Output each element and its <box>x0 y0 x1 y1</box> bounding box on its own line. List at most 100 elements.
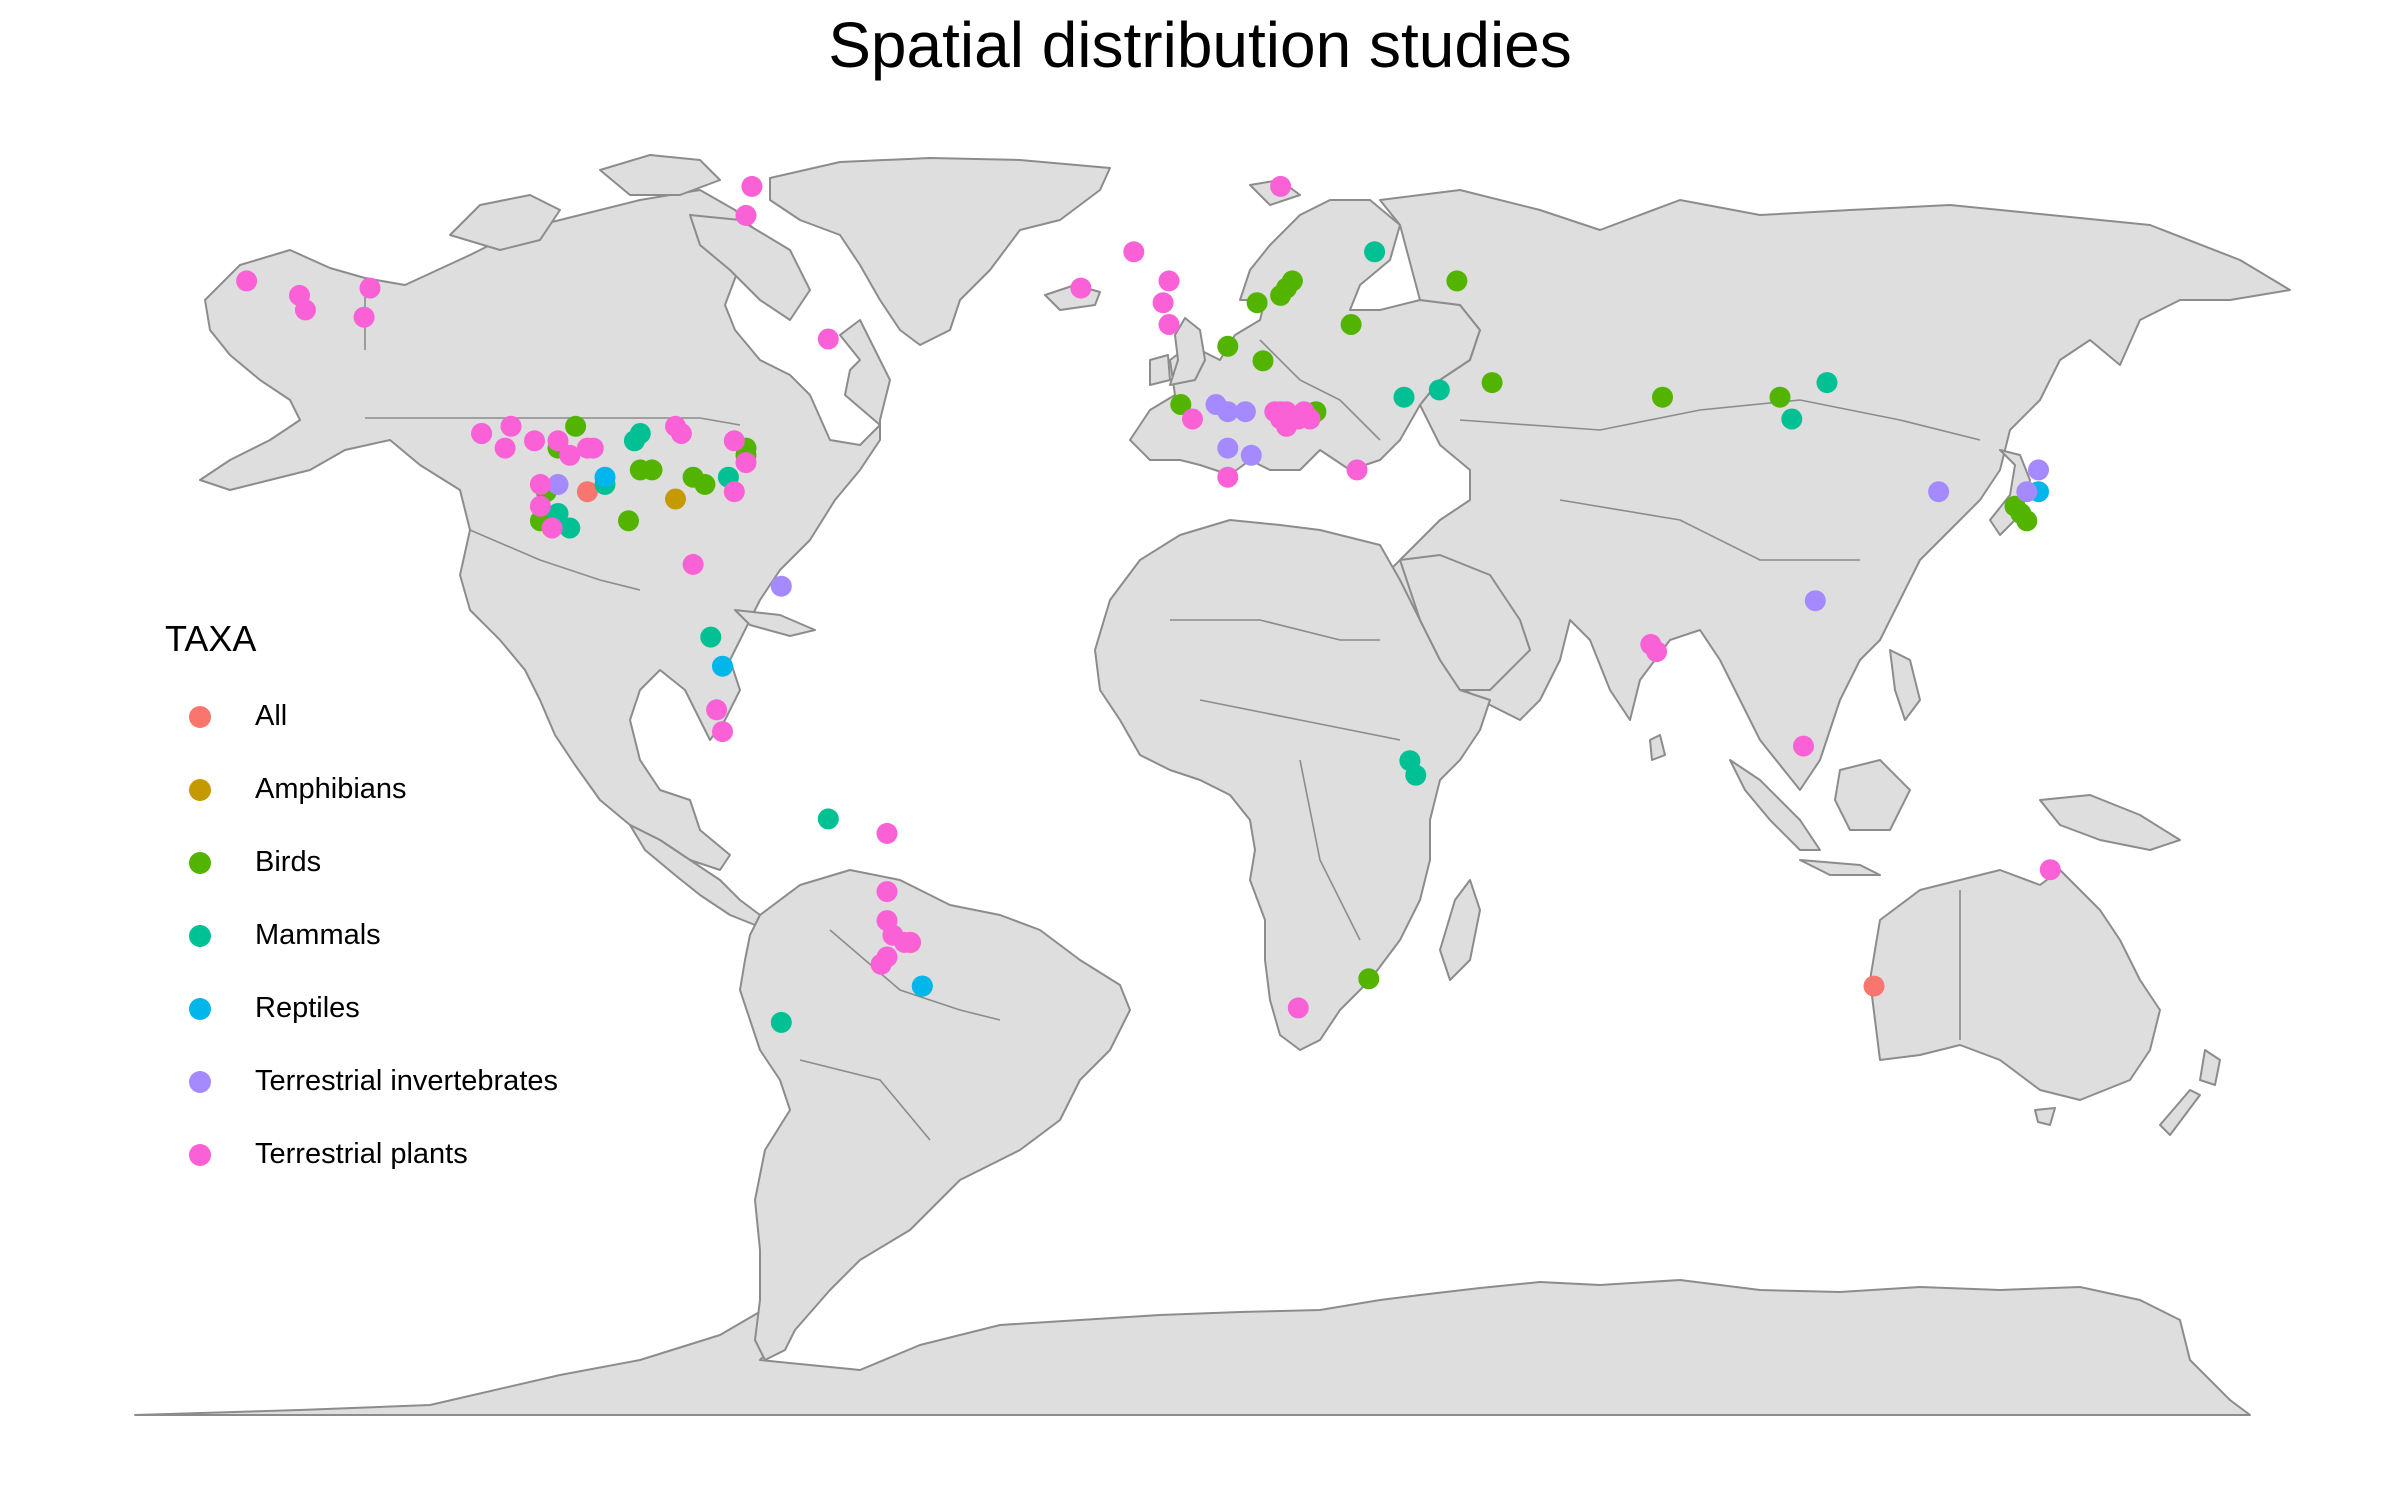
study-point <box>723 430 745 452</box>
study-point <box>541 517 563 539</box>
study-point <box>694 473 716 495</box>
study-point <box>565 415 587 437</box>
land-baffin <box>689 214 811 321</box>
study-point <box>735 452 757 474</box>
study-point <box>1405 764 1427 786</box>
study-point <box>682 553 704 575</box>
study-point <box>559 444 581 466</box>
study-point <box>741 175 763 197</box>
study-point <box>2039 859 2061 881</box>
study-point <box>1281 270 1303 292</box>
border-europe-1 <box>1259 339 1381 441</box>
study-point <box>670 423 692 444</box>
border-us-canada <box>365 417 741 426</box>
land-australia <box>1869 869 2161 1101</box>
study-point <box>471 423 493 444</box>
study-point <box>524 430 545 452</box>
study-point <box>1234 401 1256 423</box>
study-point <box>870 953 892 975</box>
land-new-zealand-north <box>2199 1049 2221 1086</box>
legend-item: Terrestrial plants <box>165 1118 558 1191</box>
study-point <box>1299 408 1321 430</box>
legend-item: All <box>165 680 558 753</box>
study-point <box>294 299 316 321</box>
legend: TAXA All Amphibians Birds Mammals Reptiles Te… <box>165 618 558 1191</box>
legend-swatch <box>189 778 211 801</box>
study-point <box>1340 314 1362 335</box>
land-greenland <box>769 157 1111 346</box>
study-point <box>582 437 604 459</box>
legend-items: All Amphibians Birds Mammals Reptiles Terrest… <box>165 680 558 1191</box>
study-point <box>1240 444 1262 466</box>
land-arabia <box>1399 554 1531 691</box>
study-point <box>1287 997 1309 1019</box>
study-point <box>594 466 616 488</box>
study-point <box>1358 968 1380 990</box>
study-point <box>1804 590 1826 612</box>
border-asia-2 <box>1559 499 1860 561</box>
study-point <box>547 430 569 452</box>
land-sumatra <box>1729 759 1821 851</box>
land-arctic-islands-1 <box>449 194 561 251</box>
land-borneo <box>1834 759 1911 831</box>
border-sa-2 <box>799 1059 931 1141</box>
border-asia-1 <box>1459 399 1981 441</box>
legend-swatch <box>189 705 211 728</box>
study-point <box>1446 270 1468 292</box>
border-africa-3 <box>1299 759 1361 941</box>
study-point <box>1152 292 1174 314</box>
land-cuba <box>734 609 816 637</box>
legend-label: Amphibians <box>255 773 407 805</box>
study-point <box>1252 350 1274 372</box>
study-point <box>712 655 733 677</box>
study-point <box>1217 437 1239 459</box>
study-point <box>1863 975 1885 997</box>
land-arctic-islands-2 <box>599 154 721 196</box>
study-point <box>1246 292 1268 314</box>
study-point <box>1158 314 1180 335</box>
legend-item: Terrestrial invertebrates <box>165 1045 558 1118</box>
legend-label: Birds <box>255 846 322 878</box>
land-new-zealand-south <box>2159 1089 2201 1136</box>
study-point <box>1170 394 1192 415</box>
study-point <box>817 808 839 830</box>
land-sri-lanka <box>1649 734 1666 761</box>
study-point <box>1217 401 1239 423</box>
study-point <box>1276 415 1297 437</box>
study-point <box>1346 459 1368 481</box>
study-point <box>2016 510 2038 532</box>
study-point <box>529 473 551 495</box>
study-point <box>623 430 645 452</box>
study-point <box>618 510 639 532</box>
legend-label: All <box>255 700 288 732</box>
study-point <box>770 575 792 597</box>
study-points <box>236 175 2061 1033</box>
study-point <box>2016 481 2038 503</box>
study-point <box>1793 735 1814 757</box>
legend-swatch <box>189 1070 211 1093</box>
study-point <box>900 931 921 953</box>
study-point <box>559 517 581 539</box>
study-point <box>706 699 728 721</box>
legend-swatch <box>189 851 211 874</box>
study-point <box>1428 379 1450 401</box>
study-point <box>1769 386 1791 408</box>
study-point <box>1364 241 1386 263</box>
land-britain <box>1169 317 1206 386</box>
study-point <box>576 481 598 503</box>
study-point <box>359 277 381 299</box>
study-point <box>494 437 516 459</box>
study-point <box>735 204 757 226</box>
study-point <box>1646 641 1668 663</box>
study-point <box>1182 408 1203 430</box>
study-point <box>529 495 551 517</box>
legend-item: Amphibians <box>165 753 558 826</box>
border-us-mexico <box>469 529 641 591</box>
study-point <box>1816 372 1838 394</box>
study-point <box>1928 481 1950 503</box>
study-point <box>353 306 375 328</box>
land-new-guinea <box>2039 794 2181 851</box>
legend-swatch <box>189 924 211 947</box>
study-point <box>1070 277 1092 299</box>
